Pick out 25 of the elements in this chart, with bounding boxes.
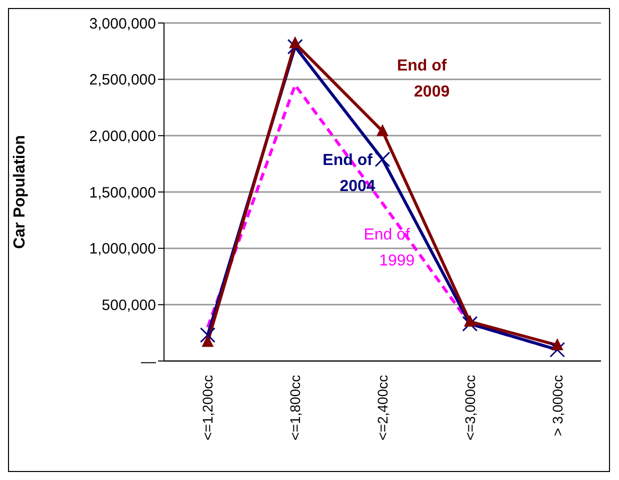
y-tick-label: 1,000,000 [89,240,156,258]
point [200,327,216,343]
y-tick-label: 2,500,000 [89,72,156,89]
point [374,152,390,168]
x-tick-label: <=2,400cc [374,375,390,440]
series-label: End of 2009 [396,57,450,100]
y-tick-label: 3,000,000 [89,15,156,32]
y-tick-label: 1,500,000 [89,184,156,202]
point [376,124,388,136]
x-tick-label: <=1,800cc [287,375,304,440]
point [550,342,566,358]
y-tick-label: — [141,353,156,370]
point [289,36,302,48]
series-label: End of 2004 [322,152,376,195]
point [462,316,478,332]
point [464,314,476,327]
y-tick-label: 2,000,000 [89,128,156,145]
x-tick-label: <=1,200cc [200,375,216,440]
x-tick-label: <=3,000cc [462,375,478,440]
point [287,38,303,54]
y-tick-label: 500,000 [102,296,156,314]
y-axis-title: Car Population [12,135,29,249]
x-tick-label: > 3,000cc [549,375,566,436]
point [202,334,214,347]
point [551,338,564,350]
